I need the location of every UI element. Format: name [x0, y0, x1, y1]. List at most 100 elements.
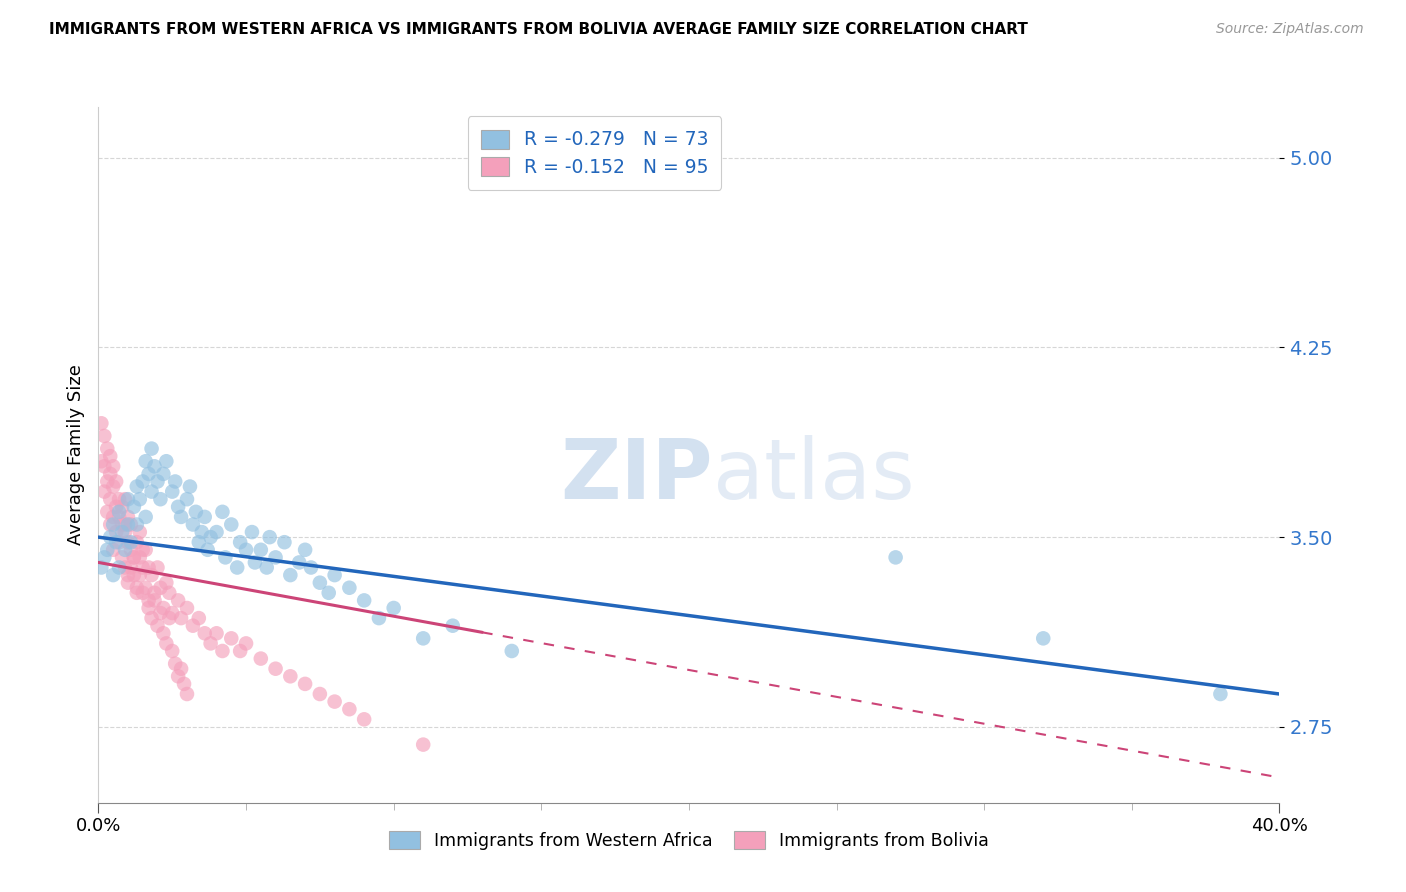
Point — [205, 626, 228, 640]
Point — [264, 550, 287, 565]
Point — [149, 606, 172, 620]
Point — [243, 556, 266, 570]
Point — [125, 517, 148, 532]
Text: atlas: atlas — [713, 435, 914, 516]
Point — [273, 535, 295, 549]
Point — [122, 568, 145, 582]
Point — [339, 581, 361, 595]
Point — [108, 505, 131, 519]
Text: IMMIGRANTS FROM WESTERN AFRICA VS IMMIGRANTS FROM BOLIVIA AVERAGE FAMILY SIZE CO: IMMIGRANTS FROM WESTERN AFRICA VS IMMIGR… — [49, 22, 1028, 37]
Point — [149, 581, 172, 595]
Point — [152, 601, 174, 615]
Point — [143, 593, 166, 607]
Point — [412, 632, 434, 646]
Point — [146, 618, 169, 632]
Point — [132, 560, 155, 574]
Legend: Immigrants from Western Africa, Immigrants from Bolivia: Immigrants from Western Africa, Immigran… — [382, 824, 995, 856]
Point — [143, 459, 166, 474]
Point — [108, 509, 131, 524]
Point — [132, 586, 155, 600]
Point — [211, 644, 233, 658]
Point — [240, 525, 263, 540]
Point — [93, 459, 115, 474]
Text: Source: ZipAtlas.com: Source: ZipAtlas.com — [1216, 22, 1364, 37]
Point — [111, 500, 134, 514]
Point — [221, 517, 243, 532]
Point — [176, 687, 198, 701]
Point — [235, 636, 257, 650]
Point — [146, 560, 169, 574]
Point — [90, 417, 112, 431]
Point — [176, 492, 198, 507]
Point — [229, 644, 252, 658]
Point — [141, 442, 163, 456]
Point — [122, 500, 145, 514]
Point — [1209, 687, 1232, 701]
Point — [111, 525, 134, 540]
Point — [117, 492, 139, 507]
Point — [155, 575, 177, 590]
Point — [117, 517, 139, 532]
Point — [157, 611, 180, 625]
Point — [135, 454, 157, 468]
Point — [128, 550, 150, 565]
Point — [197, 542, 219, 557]
Point — [96, 542, 118, 557]
Point — [501, 644, 523, 658]
Point — [165, 475, 187, 489]
Point — [280, 568, 302, 582]
Point — [111, 550, 134, 565]
Point — [120, 542, 142, 557]
Point — [93, 429, 115, 443]
Point — [181, 517, 204, 532]
Point — [103, 517, 125, 532]
Point — [90, 454, 112, 468]
Point — [205, 525, 228, 540]
Point — [179, 479, 201, 493]
Point — [98, 530, 121, 544]
Point — [103, 509, 125, 524]
Point — [221, 632, 243, 646]
Point — [135, 542, 157, 557]
Point — [339, 702, 361, 716]
Point — [120, 560, 142, 574]
Point — [250, 651, 273, 665]
Point — [105, 500, 128, 514]
Point — [117, 575, 139, 590]
Point — [288, 556, 311, 570]
Point — [309, 687, 332, 701]
Point — [143, 586, 166, 600]
Point — [90, 560, 112, 574]
Point — [141, 611, 163, 625]
Point — [200, 530, 222, 544]
Point — [117, 509, 139, 524]
Point — [138, 467, 160, 481]
Point — [226, 560, 249, 574]
Point — [155, 454, 177, 468]
Point — [152, 626, 174, 640]
Point — [191, 525, 214, 540]
Point — [441, 618, 464, 632]
Point — [114, 492, 136, 507]
Point — [149, 492, 172, 507]
Point — [103, 542, 125, 557]
Point — [884, 550, 907, 565]
Point — [108, 535, 131, 549]
Point — [250, 542, 273, 557]
Point — [96, 475, 118, 489]
Point — [264, 662, 287, 676]
Point — [176, 601, 198, 615]
Point — [353, 712, 375, 726]
Point — [120, 517, 142, 532]
Point — [280, 669, 302, 683]
Point — [187, 611, 209, 625]
Point — [382, 601, 405, 615]
Point — [162, 606, 183, 620]
Point — [235, 542, 257, 557]
Point — [167, 593, 190, 607]
Point — [214, 550, 236, 565]
Point — [162, 484, 183, 499]
Point — [128, 568, 150, 582]
Point — [138, 601, 160, 615]
Point — [114, 542, 136, 557]
